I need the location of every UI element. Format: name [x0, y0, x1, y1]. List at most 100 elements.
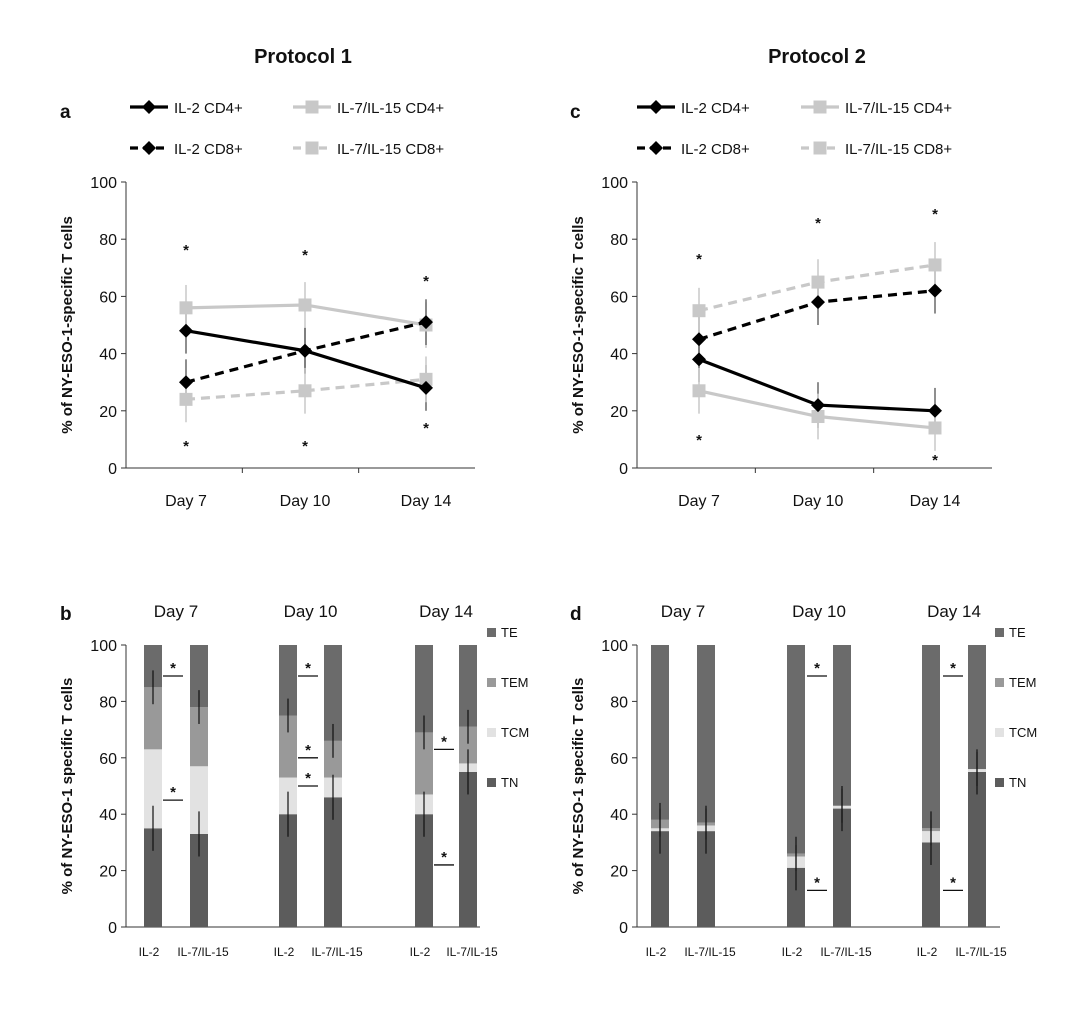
bar-segment-tn: [415, 814, 433, 927]
significance-star: *: [305, 770, 311, 787]
y-tick-label: 40: [99, 807, 117, 824]
legend-label: TEM: [501, 675, 528, 690]
data-point-square: [811, 410, 825, 424]
data-point-diamond: [928, 403, 942, 418]
day-header: Day 14: [419, 602, 473, 621]
legend-marker: [649, 100, 663, 114]
protocol-1-title: Protocol 1: [254, 46, 352, 68]
bar-segment-te: [968, 645, 986, 770]
y-tick-label: 0: [619, 461, 628, 478]
significance-star: *: [441, 733, 447, 750]
y-tick-label: 60: [610, 751, 628, 768]
y-axis-label: % of NY-ESO-1 specific T cells: [570, 678, 587, 895]
data-point-square: [811, 275, 825, 289]
significance-star: *: [932, 206, 938, 223]
y-tick-label: 80: [610, 232, 628, 249]
bar-segment-tn: [651, 831, 669, 927]
x-tick-label: Day 14: [401, 493, 452, 510]
bar-segment-tem: [459, 726, 477, 764]
day-header: Day 7: [154, 602, 198, 621]
y-axis-label: % of NY-ESO-1 specific T cells: [59, 678, 76, 895]
series-line: [185, 377, 427, 401]
series-line: [185, 329, 427, 390]
legend-marker: [142, 100, 156, 114]
x-tick-label: Day 10: [793, 493, 844, 510]
bar-label: IL-2: [139, 945, 160, 959]
data-point-square: [179, 392, 193, 406]
y-axis-label: % of NY-ESO-1-specific T cells: [570, 216, 587, 434]
panel-letter: d: [570, 604, 582, 625]
panel-d-stacked-bar-chart: d 0 20 40 60 80 100 % of NY-ESO-1 specific T ce…: [570, 602, 1037, 959]
legend-swatch: [487, 778, 496, 787]
significance-star: *: [950, 660, 956, 677]
significance-star: *: [441, 849, 447, 866]
bar-segment-tn: [144, 828, 162, 927]
legend-marker: [305, 141, 319, 155]
bar-segment-tn: [922, 842, 940, 927]
significance-star: *: [696, 432, 702, 449]
bar-segment-te: [144, 645, 162, 688]
significance-star: *: [814, 660, 820, 677]
legend-marker: [813, 141, 827, 155]
data-point-square: [179, 301, 193, 315]
legend-label: IL-2 CD8+: [174, 141, 243, 158]
y-tick-label: 20: [99, 404, 117, 421]
x-tick-label: Day 7: [165, 493, 207, 510]
legend-label: TE: [1009, 625, 1026, 640]
bar-label: IL-2: [274, 945, 295, 959]
bar-segment-tn: [459, 771, 477, 927]
legend-label: IL-2 CD8+: [681, 141, 750, 158]
y-tick-label: 100: [90, 175, 117, 192]
panel-letter: a: [60, 102, 71, 123]
data-point-square: [298, 298, 312, 312]
bar-segment-tn: [968, 771, 986, 927]
significance-star: *: [932, 452, 938, 469]
y-tick-label: 40: [99, 347, 117, 364]
legend-label: IL-7/IL-15 CD8+: [337, 141, 444, 158]
legend-label: IL-7/IL-15 CD8+: [845, 141, 952, 158]
data-point-diamond: [179, 375, 193, 390]
legend-label: TN: [501, 775, 518, 790]
bar-label: IL-7/IL-15: [820, 945, 872, 959]
legend-label: TCM: [1009, 725, 1037, 740]
panel-letter: b: [60, 604, 72, 625]
bar-segment-tcm: [190, 766, 208, 834]
significance-star: *: [170, 784, 176, 801]
legend-marker: [649, 141, 663, 155]
bar-segment-te: [651, 645, 669, 820]
bar-segment-tn: [697, 831, 715, 927]
data-point-diamond: [298, 343, 312, 358]
bar-segment-tem: [144, 687, 162, 750]
data-point-diamond: [692, 352, 706, 367]
bar-segment-te: [787, 645, 805, 854]
day-header: Day 10: [792, 602, 846, 621]
bar-label: IL-7/IL-15: [684, 945, 736, 959]
significance-star: *: [423, 273, 429, 290]
significance-star: *: [302, 438, 308, 455]
y-tick-label: 80: [99, 694, 117, 711]
y-tick-label: 0: [619, 920, 628, 937]
bar-segment-tn: [190, 833, 208, 927]
bar-label: IL-7/IL-15: [955, 945, 1007, 959]
significance-star: *: [170, 660, 176, 677]
bar-label: IL-7/IL-15: [177, 945, 229, 959]
legend-swatch: [995, 678, 1004, 687]
significance-star: *: [183, 242, 189, 259]
y-tick-label: 100: [601, 175, 628, 192]
bar-label: IL-2: [782, 945, 803, 959]
significance-star: *: [814, 874, 820, 891]
legend-label: TCM: [501, 725, 529, 740]
y-tick-label: 100: [601, 638, 628, 655]
legend-swatch: [995, 728, 1004, 737]
bar-segment-te: [459, 645, 477, 727]
panel-letter: c: [570, 102, 581, 123]
legend-marker: [813, 100, 827, 114]
significance-star: *: [950, 874, 956, 891]
y-tick-label: 80: [99, 232, 117, 249]
legend-marker: [305, 100, 319, 114]
x-tick-label: Day 14: [910, 493, 961, 510]
bar-segment-tn: [279, 814, 297, 927]
y-tick-label: 20: [610, 404, 628, 421]
bar-segment-tn: [324, 797, 342, 927]
data-point-diamond: [692, 332, 706, 347]
